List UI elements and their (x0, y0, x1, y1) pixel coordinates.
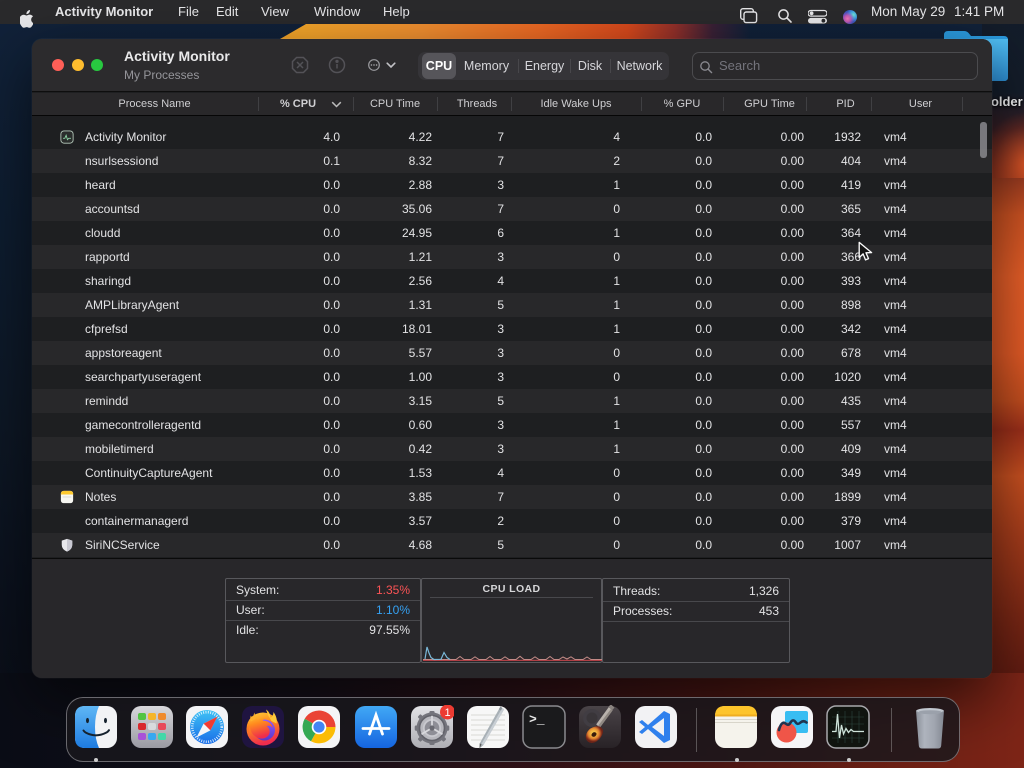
svg-text:>_: >_ (529, 712, 545, 727)
svg-text:1: 1 (444, 707, 450, 719)
